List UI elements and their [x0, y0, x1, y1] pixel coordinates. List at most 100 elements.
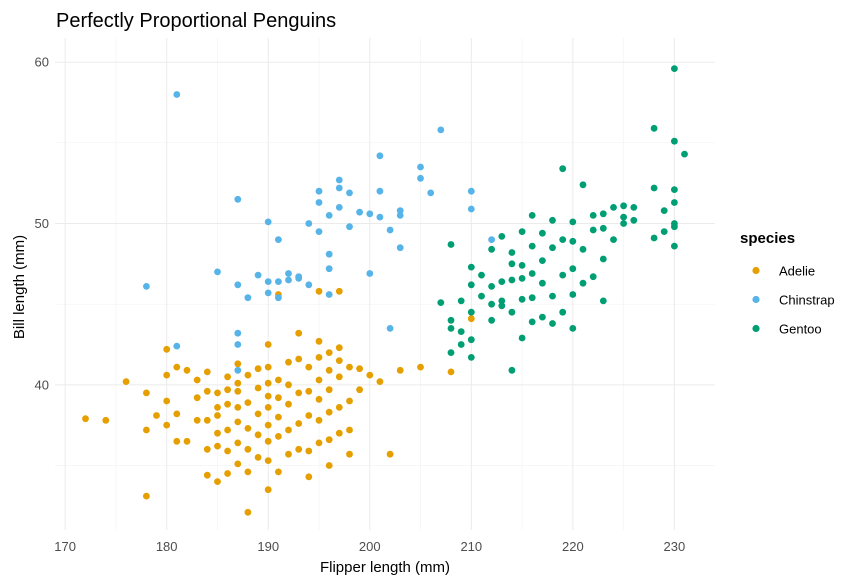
- point-gentoo: [569, 237, 577, 245]
- point-adelie: [244, 399, 252, 406]
- point-gentoo: [569, 291, 577, 298]
- y-tick-label: 50: [35, 216, 49, 231]
- point-gentoo: [599, 297, 607, 305]
- point-gentoo: [498, 302, 506, 310]
- point-gentoo: [599, 255, 607, 263]
- point-gentoo: [589, 226, 597, 234]
- point-gentoo: [488, 283, 495, 290]
- point-adelie: [346, 426, 353, 434]
- point-adelie: [346, 450, 353, 458]
- point-chinstrap: [275, 236, 282, 244]
- point-adelie: [203, 416, 211, 424]
- point-gentoo: [559, 271, 567, 279]
- point-adelie: [275, 433, 282, 440]
- point-gentoo: [457, 297, 465, 305]
- legend-key-gentoo: [752, 324, 760, 333]
- point-chinstrap: [285, 270, 292, 277]
- point-adelie: [325, 462, 333, 469]
- point-adelie: [244, 425, 252, 432]
- point-chinstrap: [488, 236, 495, 244]
- point-adelie: [275, 376, 282, 384]
- point-adelie: [264, 404, 272, 411]
- point-gentoo: [630, 216, 638, 224]
- point-adelie: [234, 404, 242, 411]
- point-adelie: [295, 389, 303, 397]
- point-adelie: [203, 368, 211, 376]
- point-chinstrap: [275, 278, 282, 285]
- legend: species Adelie Chinstrap Gentoo: [740, 230, 835, 337]
- point-adelie: [214, 442, 221, 450]
- point-gentoo: [518, 262, 526, 269]
- point-gentoo: [457, 341, 465, 348]
- point-gentoo: [620, 220, 627, 227]
- point-gentoo: [467, 308, 475, 316]
- point-adelie: [335, 429, 343, 437]
- legend-label-adelie: Adelie: [779, 264, 815, 279]
- point-gentoo: [671, 137, 678, 145]
- point-adelie: [214, 478, 221, 485]
- y-tick-label: 60: [35, 55, 49, 70]
- point-adelie: [264, 457, 272, 464]
- point-adelie: [335, 287, 343, 295]
- point-adelie: [275, 413, 282, 421]
- point-adelie: [234, 379, 242, 387]
- point-adelie: [305, 412, 313, 419]
- point-adelie: [102, 416, 110, 424]
- legend-label-chinstrap: Chinstrap: [779, 293, 835, 308]
- point-gentoo: [569, 265, 577, 273]
- point-gentoo: [589, 212, 597, 219]
- point-gentoo: [488, 300, 495, 308]
- point-gentoo: [650, 124, 658, 132]
- point-gentoo: [660, 207, 668, 215]
- point-chinstrap: [335, 184, 343, 192]
- point-adelie: [305, 447, 313, 455]
- point-adelie: [234, 439, 242, 447]
- point-chinstrap: [335, 204, 343, 211]
- point-gentoo: [478, 292, 485, 300]
- point-adelie: [315, 439, 323, 447]
- point-chinstrap: [376, 152, 384, 160]
- point-adelie: [315, 337, 323, 345]
- point-gentoo: [528, 212, 536, 219]
- point-gentoo: [671, 223, 678, 231]
- point-chinstrap: [285, 276, 292, 284]
- point-chinstrap: [366, 270, 374, 277]
- point-gentoo: [539, 313, 546, 321]
- point-chinstrap: [234, 341, 242, 348]
- point-adelie: [224, 400, 232, 408]
- point-adelie: [356, 365, 363, 373]
- point-chinstrap: [396, 212, 404, 219]
- point-chinstrap: [234, 195, 242, 203]
- point-adelie: [447, 368, 455, 376]
- point-adelie: [163, 397, 171, 405]
- point-gentoo: [518, 275, 526, 282]
- point-adelie: [244, 371, 252, 379]
- point-gentoo: [498, 297, 506, 305]
- point-adelie: [305, 473, 313, 481]
- point-adelie: [264, 341, 272, 348]
- point-gentoo: [549, 292, 556, 300]
- point-adelie: [193, 394, 201, 402]
- point-gentoo: [579, 279, 587, 287]
- legend-key-chinstrap: [752, 295, 760, 304]
- point-gentoo: [660, 228, 668, 236]
- point-chinstrap: [335, 176, 343, 184]
- point-chinstrap: [143, 283, 150, 290]
- point-gentoo: [549, 320, 556, 327]
- point-adelie: [346, 397, 353, 405]
- point-adelie: [193, 416, 201, 424]
- point-chinstrap: [325, 265, 333, 273]
- x-tick-label: 180: [156, 539, 178, 554]
- point-gentoo: [671, 242, 678, 250]
- point-adelie: [143, 492, 150, 500]
- legend-title: species: [740, 230, 795, 247]
- point-adelie: [335, 373, 343, 381]
- point-adelie: [325, 349, 333, 356]
- point-adelie: [163, 421, 171, 429]
- point-gentoo: [518, 228, 526, 236]
- x-tick-label: 170: [54, 539, 76, 554]
- point-chinstrap: [366, 210, 374, 218]
- point-gentoo: [620, 213, 627, 221]
- point-gentoo: [650, 234, 658, 242]
